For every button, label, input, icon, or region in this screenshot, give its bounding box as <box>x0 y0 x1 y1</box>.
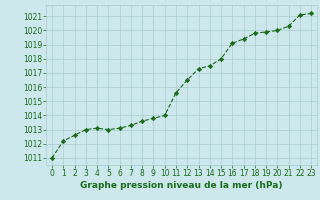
X-axis label: Graphe pression niveau de la mer (hPa): Graphe pression niveau de la mer (hPa) <box>80 181 283 190</box>
